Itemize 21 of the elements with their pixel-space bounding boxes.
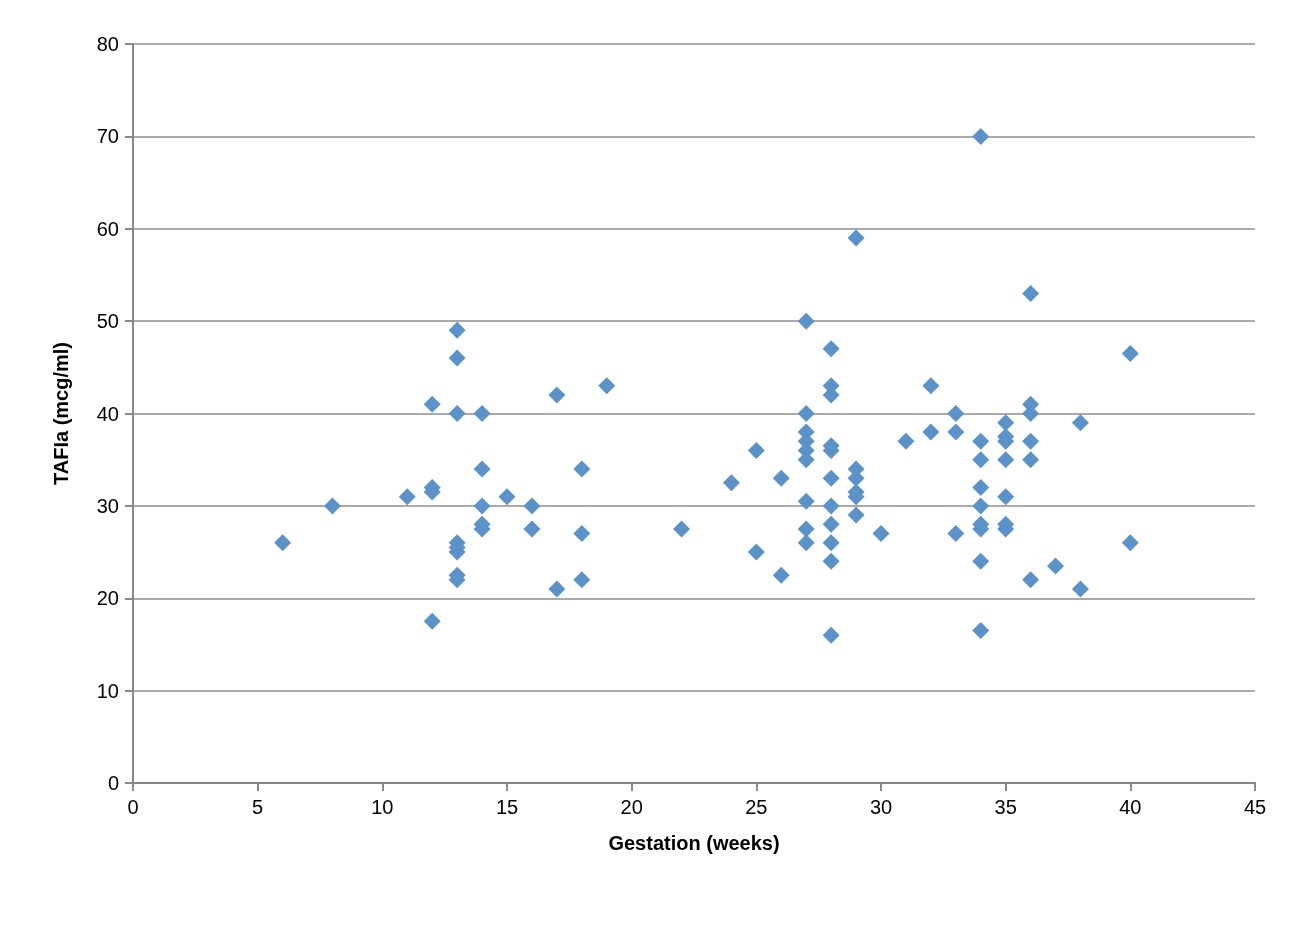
y-tick-label: 30 bbox=[96, 494, 119, 517]
x-tick-label: 30 bbox=[869, 796, 893, 818]
x-tick-label: 15 bbox=[495, 796, 519, 818]
y-tick-label: 10 bbox=[96, 679, 119, 702]
y-tick-label: 0 bbox=[107, 772, 119, 794]
x-tick-label: 20 bbox=[620, 796, 643, 818]
y-tick-label: 70 bbox=[96, 125, 119, 148]
y-tick-label: 60 bbox=[96, 217, 119, 240]
x-tick-label: 0 bbox=[127, 796, 139, 818]
y-tick-label: 80 bbox=[96, 33, 119, 55]
y-tick-label: 40 bbox=[96, 402, 119, 425]
y-axis-title: TAFIa (mcg/ml) bbox=[50, 342, 72, 485]
x-tick-label: 10 bbox=[371, 796, 394, 818]
x-tick-label: 40 bbox=[1119, 796, 1142, 818]
x-axis-title: Gestation (weeks) bbox=[608, 832, 780, 854]
y-tick-label: 20 bbox=[96, 587, 119, 610]
x-tick-label: 25 bbox=[745, 796, 768, 818]
x-tick-label: 35 bbox=[994, 796, 1017, 818]
x-tick-label: 45 bbox=[1243, 796, 1267, 818]
x-tick-label: 5 bbox=[252, 796, 264, 818]
y-tick-label: 50 bbox=[96, 310, 119, 333]
